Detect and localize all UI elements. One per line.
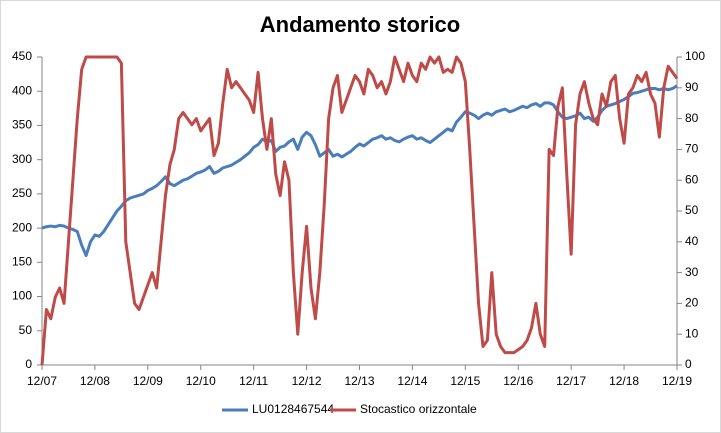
y-tick-label: 200	[12, 220, 32, 234]
legend-label: Stocastico orizzontale	[360, 402, 477, 416]
legend-label: LU0128467544	[252, 402, 334, 416]
y2-tick-label: 0	[685, 357, 692, 371]
y-tick-label: 50	[19, 323, 33, 337]
series-line	[41, 84, 678, 257]
y-tick-label: 0	[25, 357, 32, 371]
y-tick-label: 350	[12, 118, 32, 132]
x-tick-label: 12/18	[609, 374, 639, 388]
x-tick-label: 12/08	[80, 374, 110, 388]
y2-tick-label: 10	[685, 326, 699, 340]
x-tick-label: 12/09	[133, 374, 163, 388]
y-tick-label: 300	[12, 152, 32, 166]
x-tick-label: 12/07	[27, 374, 57, 388]
x-tick-label: 12/11	[239, 374, 268, 388]
y2-tick-label: 50	[685, 203, 699, 217]
y-tick-label: 450	[12, 49, 32, 63]
x-tick-label: 12/17	[556, 374, 586, 388]
y2-tick-label: 30	[685, 265, 699, 279]
x-tick-label: 12/10	[186, 374, 216, 388]
x-tick-label: 12/14	[397, 374, 427, 388]
x-tick-label: 12/16	[503, 374, 533, 388]
y-tick-label: 150	[12, 255, 32, 269]
y-tick-label: 100	[12, 289, 32, 303]
y2-tick-label: 80	[685, 111, 699, 125]
x-tick-label: 12/13	[344, 374, 374, 388]
y2-tick-label: 60	[685, 172, 699, 186]
y2-tick-label: 100	[685, 49, 705, 63]
x-tick-label: 12/12	[292, 374, 322, 388]
y2-tick-label: 20	[685, 296, 699, 310]
chart-title: Andamento storico	[260, 12, 460, 37]
y2-tick-label: 70	[685, 142, 699, 156]
series-line	[40, 55, 679, 366]
y2-tick-label: 90	[685, 80, 699, 94]
y-tick-label: 250	[12, 186, 32, 200]
y-tick-label: 400	[12, 83, 32, 97]
y2-tick-label: 40	[685, 234, 699, 248]
x-tick-label: 12/19	[662, 374, 692, 388]
x-tick-label: 12/15	[450, 374, 480, 388]
